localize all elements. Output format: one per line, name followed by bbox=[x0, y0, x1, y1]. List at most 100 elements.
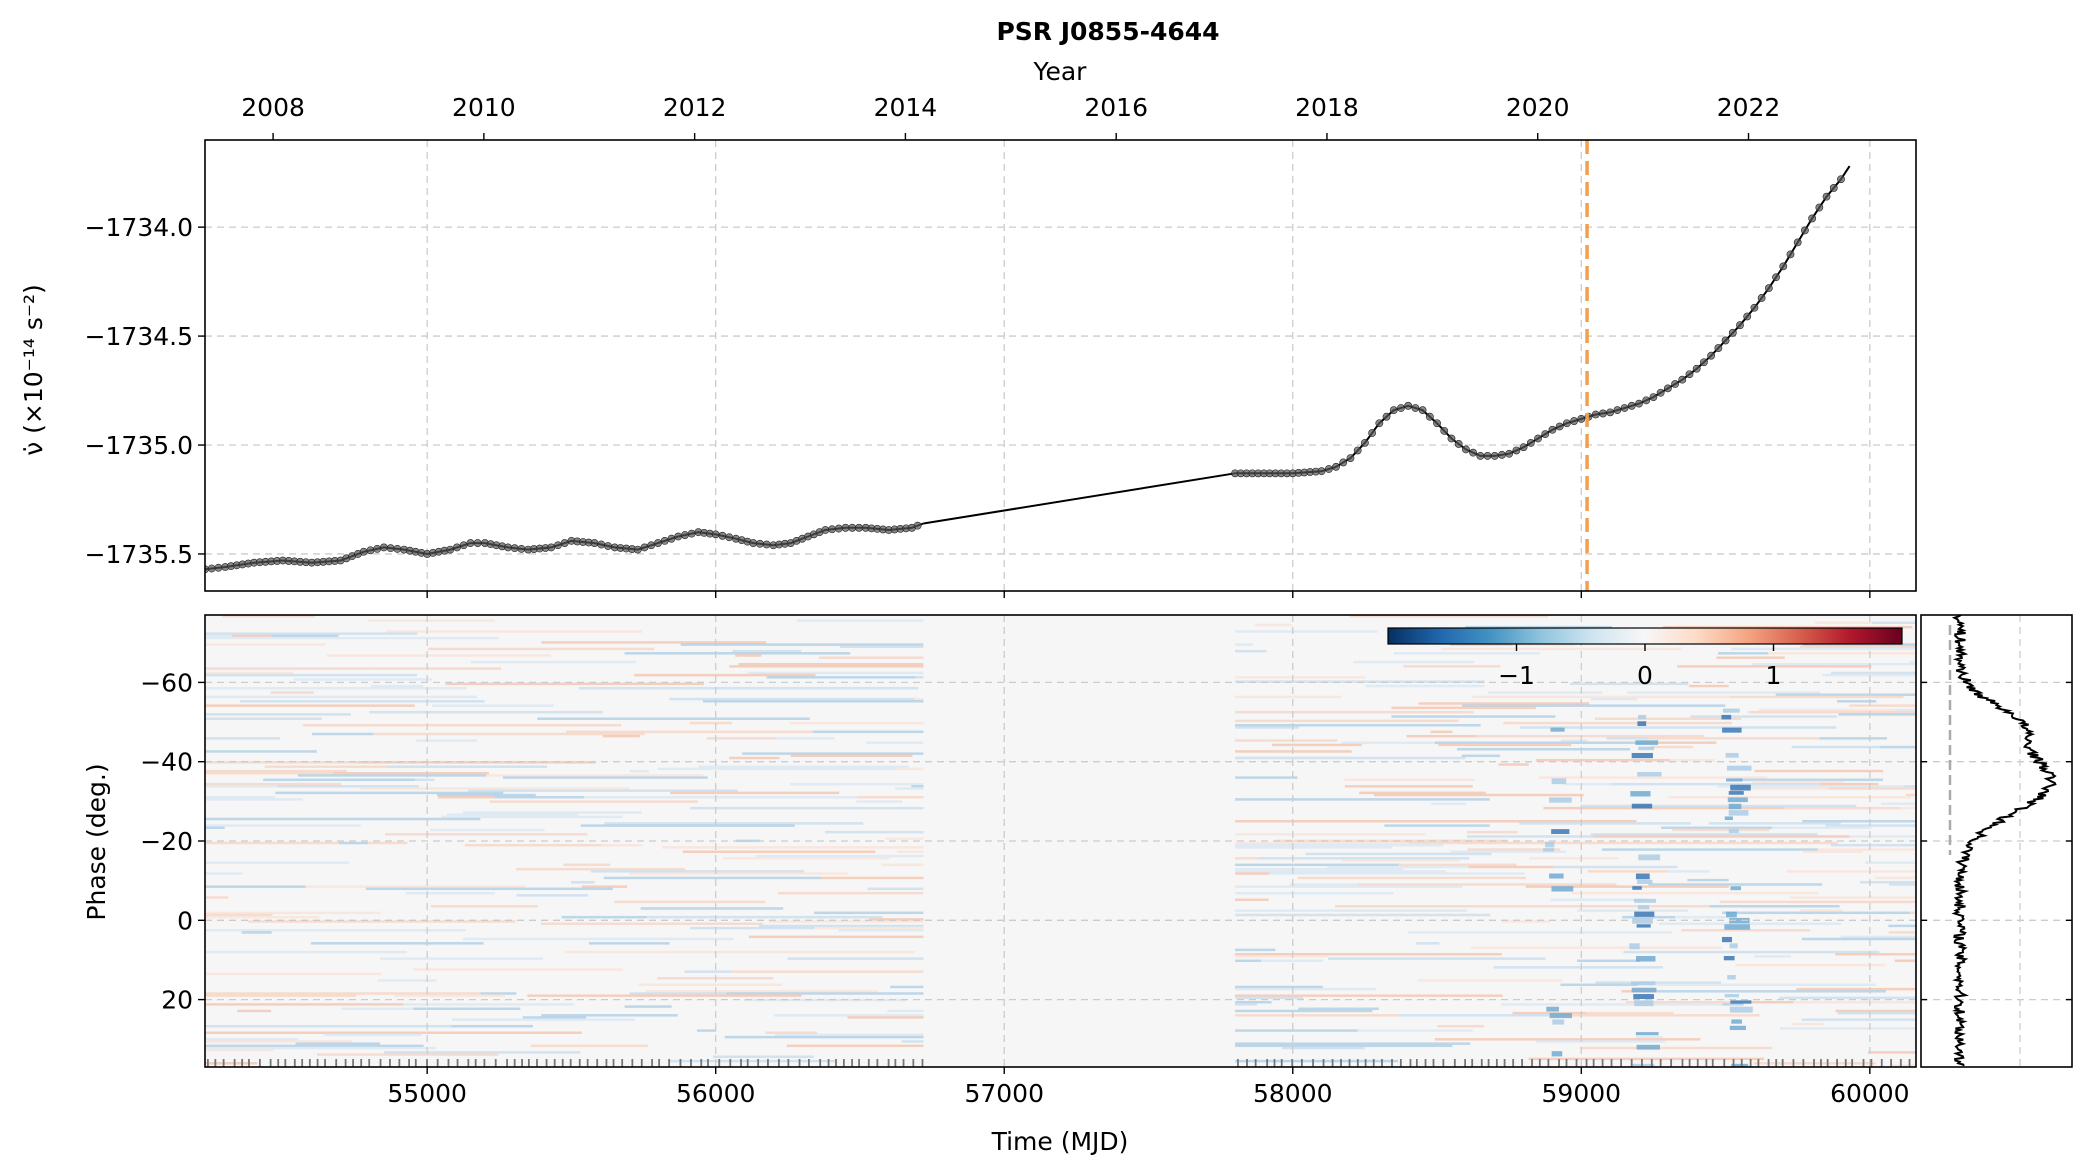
heatmap-cell bbox=[1235, 872, 1270, 875]
heatmap-cell bbox=[1799, 909, 1843, 912]
heatmap-cell bbox=[205, 1046, 437, 1050]
heatmap-cell bbox=[540, 922, 763, 925]
heatmap-cell bbox=[1469, 819, 1637, 823]
heatmap-cell bbox=[1740, 778, 1883, 782]
heatmap-cell bbox=[563, 863, 611, 867]
heatmap-cell bbox=[624, 1005, 672, 1008]
heatmap-cell bbox=[646, 915, 883, 919]
heatmap-cell bbox=[1735, 963, 1885, 967]
heatmap-cell bbox=[1730, 886, 1741, 891]
heatmap-cell bbox=[1904, 785, 1916, 788]
data-point bbox=[1678, 375, 1687, 384]
data-point bbox=[590, 539, 599, 547]
heatmap-cell bbox=[1476, 734, 1705, 738]
heatmap-cell bbox=[1815, 621, 1873, 625]
heatmap-cell bbox=[1467, 848, 1561, 851]
heatmap-cell bbox=[1235, 726, 1299, 729]
data-point bbox=[1548, 425, 1557, 434]
data-point bbox=[504, 543, 512, 552]
heatmap-cell bbox=[1779, 1027, 1916, 1030]
heatmap-cell bbox=[445, 682, 704, 686]
heatmap-cell bbox=[1728, 791, 1744, 795]
heatmap-cell bbox=[446, 813, 578, 816]
data-point bbox=[1801, 226, 1809, 235]
heatmap-cell bbox=[1731, 1063, 1749, 1067]
data-point bbox=[1815, 203, 1824, 212]
heatmap-cell bbox=[1235, 843, 1444, 847]
data-point bbox=[1743, 312, 1752, 321]
observation-ticks bbox=[206, 1059, 1911, 1067]
heatmap-cell bbox=[1546, 1006, 1559, 1012]
heatmap-cell bbox=[1298, 1007, 1379, 1011]
mjd-tick-label-0: 55000 bbox=[387, 1079, 467, 1108]
heatmap-cell bbox=[248, 920, 516, 923]
profile-grid bbox=[1921, 615, 2072, 1067]
heatmap-cell bbox=[1552, 1019, 1565, 1025]
data-point bbox=[1541, 430, 1550, 439]
heatmap-cell bbox=[1570, 682, 1689, 686]
heatmap-cell bbox=[1860, 881, 1916, 884]
heatmap-cell bbox=[527, 994, 802, 997]
heatmap-cell bbox=[1721, 936, 1732, 943]
heatmap-cell bbox=[684, 970, 731, 973]
heatmap-cell bbox=[1235, 857, 1260, 860]
heatmap-cell bbox=[1634, 911, 1655, 917]
heatmap-cell bbox=[1690, 715, 1838, 718]
heatmap-cell bbox=[1398, 1014, 1566, 1017]
heatmap-cell bbox=[205, 737, 280, 740]
heatmap-cell bbox=[1888, 924, 1916, 928]
data-point bbox=[373, 544, 382, 553]
heatmap-cell bbox=[1235, 985, 1323, 989]
data-point bbox=[1822, 192, 1831, 201]
heatmap-cell bbox=[1837, 1011, 1916, 1015]
heatmap-cell bbox=[270, 691, 314, 694]
heatmap-cell bbox=[368, 841, 408, 845]
heatmap-cell bbox=[897, 850, 924, 853]
heatmap-cell bbox=[1775, 693, 1916, 696]
heatmap-cell bbox=[689, 806, 924, 810]
heatmap-cell bbox=[1560, 983, 1638, 987]
heatmap-cell bbox=[1840, 935, 1916, 939]
data-point bbox=[393, 544, 402, 553]
heatmap-cell bbox=[441, 815, 623, 819]
colorbar: −1 0 1 bbox=[1387, 627, 1903, 690]
heatmap-cell bbox=[1549, 873, 1564, 879]
heatmap-cell bbox=[370, 684, 424, 688]
heatmap-cell bbox=[1758, 708, 1895, 712]
heatmap-cell bbox=[377, 979, 437, 982]
heatmap-cell bbox=[205, 915, 320, 919]
heatmap-cell bbox=[1417, 979, 1563, 982]
heatmap-cell bbox=[1626, 1000, 1732, 1004]
heatmap-cell bbox=[1539, 776, 1768, 779]
heatmap-cell bbox=[205, 695, 477, 699]
heatmap-cell bbox=[1661, 826, 1772, 830]
heatmap-cell bbox=[790, 782, 924, 786]
data-point bbox=[446, 545, 455, 554]
heatmap-cell bbox=[205, 750, 317, 753]
heatmap-cell bbox=[427, 647, 655, 651]
heatmap-cell bbox=[589, 942, 670, 945]
heatmap-cell bbox=[494, 795, 585, 799]
data-point bbox=[1757, 294, 1766, 302]
heatmap-cell bbox=[561, 915, 647, 919]
data-point bbox=[1519, 443, 1528, 452]
heatmap-cell bbox=[1235, 739, 1338, 742]
heatmap-cell bbox=[1630, 791, 1651, 797]
heatmap-cell bbox=[436, 793, 536, 797]
heatmap-cell bbox=[1632, 917, 1653, 924]
heatmap-cell bbox=[571, 881, 595, 884]
heatmap-cell bbox=[205, 950, 407, 954]
data-point bbox=[1577, 414, 1586, 423]
heatmap-cell bbox=[205, 911, 381, 915]
data-point bbox=[1779, 262, 1788, 271]
heatmap-cell bbox=[1722, 727, 1742, 733]
heatmap-cell bbox=[1259, 857, 1470, 860]
data-point bbox=[1649, 393, 1658, 401]
data-point bbox=[1353, 446, 1362, 455]
heatmap-cell bbox=[1235, 846, 1393, 849]
colorbar-tick-label-1: 0 bbox=[1637, 661, 1653, 690]
heatmap-cell bbox=[310, 942, 484, 945]
heatmap-cell bbox=[1830, 843, 1916, 847]
heatmap-cell bbox=[1835, 953, 1916, 956]
heatmap-cell bbox=[1708, 822, 1841, 825]
